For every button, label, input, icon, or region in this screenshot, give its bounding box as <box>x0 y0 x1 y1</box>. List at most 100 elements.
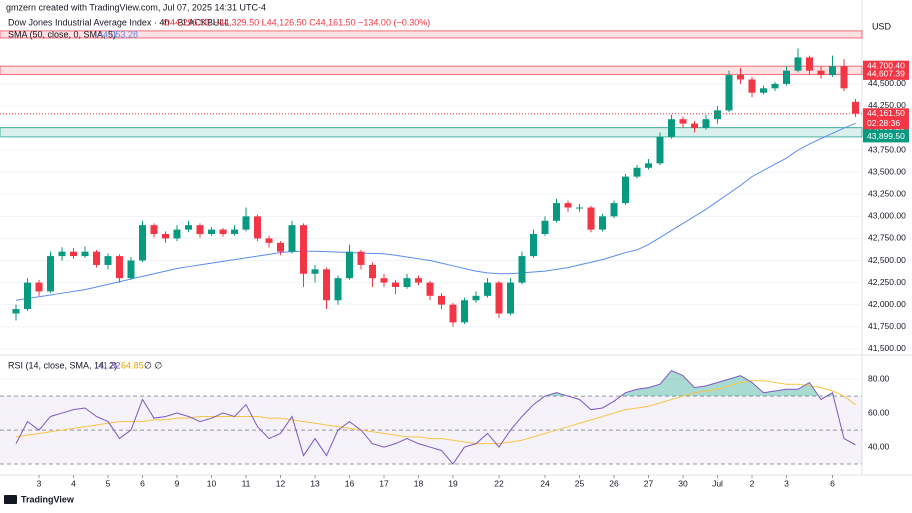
y-tick-label: 41,750.00 <box>868 321 906 331</box>
candle-body <box>656 136 664 164</box>
candle-body <box>737 75 744 80</box>
candle-body <box>530 234 537 257</box>
x-tick-label: 9 <box>175 478 180 488</box>
candle-body <box>265 238 273 243</box>
candle-body <box>231 229 238 235</box>
price-tag <box>863 131 909 143</box>
candle-body <box>610 203 618 217</box>
currency: USD <box>872 21 892 31</box>
candle-body <box>691 123 698 129</box>
y-tick-label: 42,500.00 <box>868 255 906 265</box>
y-tick-label: 41,500.00 <box>868 343 906 353</box>
price-tag <box>863 68 909 80</box>
last-price-tag <box>863 108 909 130</box>
candle-body <box>576 207 583 209</box>
zone <box>0 127 863 138</box>
zone <box>0 30 863 39</box>
candle-body <box>599 216 606 230</box>
y-tick-label: 42,750.00 <box>868 233 906 243</box>
candle-body <box>426 282 434 296</box>
candle-body <box>357 251 365 265</box>
x-tick-label: 13 <box>310 478 320 488</box>
x-tick-label: 10 <box>207 478 217 488</box>
candle-body <box>277 242 284 252</box>
candle-body <box>403 278 411 287</box>
candle-body <box>334 278 342 301</box>
candle-body <box>829 66 836 76</box>
layer: 41,500.00 41,750.00 42,000.00 42,250.00 42,5… <box>0 30 909 488</box>
candle-body <box>70 251 77 257</box>
candle-body <box>806 57 813 71</box>
candle-body <box>760 88 767 93</box>
candle-body <box>794 57 802 71</box>
candle-body <box>185 225 192 230</box>
candle-body <box>622 176 629 204</box>
sma-legend: SMA (50, close, 0, SMA, 5) <box>8 29 116 39</box>
candle-body <box>518 256 526 283</box>
credit: gmzern created with TradingView.com, Jul… <box>6 2 266 12</box>
x-tick-label: 2 <box>750 478 755 488</box>
candle-body <box>484 282 491 296</box>
x-tick-label: 11 <box>242 478 251 488</box>
x-tick-label: 30 <box>678 478 688 488</box>
symbol: Dow Jones Industrial Average Index · 4h … <box>8 17 229 27</box>
x-tick-label: 3 <box>784 478 789 488</box>
x-tick-label: Jul <box>712 478 723 488</box>
candle-body <box>208 229 215 235</box>
candle-body <box>852 101 859 114</box>
y-tick-label: 43,000.00 <box>868 211 906 221</box>
candle-body <box>725 75 733 111</box>
y-tick-label: 43,250.00 <box>868 189 906 199</box>
candle-body <box>541 220 549 235</box>
logo <box>4 495 17 504</box>
ohlc-text: O44,296.50 H44,329.50 L44,126.50 C44,161… <box>163 17 430 27</box>
candle-body <box>783 70 790 84</box>
price-tag-label: 44,700.40 <box>867 60 905 70</box>
x-tick-label: 6 <box>830 478 835 488</box>
price-tag <box>863 60 909 72</box>
candle-body <box>127 260 135 279</box>
candle-body <box>104 256 112 265</box>
rsi-sma-value: 64.85 <box>121 360 144 370</box>
candle-body <box>116 256 123 279</box>
candle-body <box>748 79 756 93</box>
candle-body <box>81 251 89 257</box>
y-tick-label: 44,250.00 <box>868 100 906 110</box>
x-tick-label: 22 <box>494 478 504 488</box>
candle-body <box>150 225 158 235</box>
rsi-line <box>15 369 856 465</box>
y-tick-label: 43,500.00 <box>868 166 906 176</box>
y-tick-label: 42,250.00 <box>868 277 906 287</box>
candle-body <box>461 300 468 323</box>
candle-body <box>196 225 204 235</box>
candle-body <box>323 269 330 301</box>
sma-value: 44,053.28 <box>98 29 138 39</box>
candle-body <box>714 110 721 120</box>
candle-body <box>93 251 100 265</box>
candle-body <box>415 278 422 283</box>
candle-body <box>438 295 445 305</box>
candle-body <box>380 278 388 283</box>
candle-body <box>840 66 848 89</box>
candle-body <box>58 251 66 257</box>
candle-body <box>35 282 43 292</box>
candle-body <box>817 70 825 76</box>
x-tick-label: 17 <box>379 478 389 488</box>
candle-body <box>679 119 687 124</box>
candle-body <box>47 256 54 292</box>
candle-body <box>311 269 319 274</box>
candle-body <box>553 203 560 221</box>
candle-body <box>449 304 457 323</box>
x-tick-label: 18 <box>414 478 424 488</box>
x-tick-label: 27 <box>644 478 654 488</box>
x-tick-label: 12 <box>276 478 286 488</box>
y-tick-label: 43,750.00 <box>868 144 906 154</box>
footer: TradingView <box>21 494 75 504</box>
price-tag-label: 43,899.50 <box>867 131 905 141</box>
rsi-line <box>15 380 856 445</box>
candle-body <box>139 225 146 261</box>
candle-body <box>254 216 261 239</box>
candle-body <box>219 229 227 235</box>
y-tick-label: 60.00 <box>868 407 890 417</box>
